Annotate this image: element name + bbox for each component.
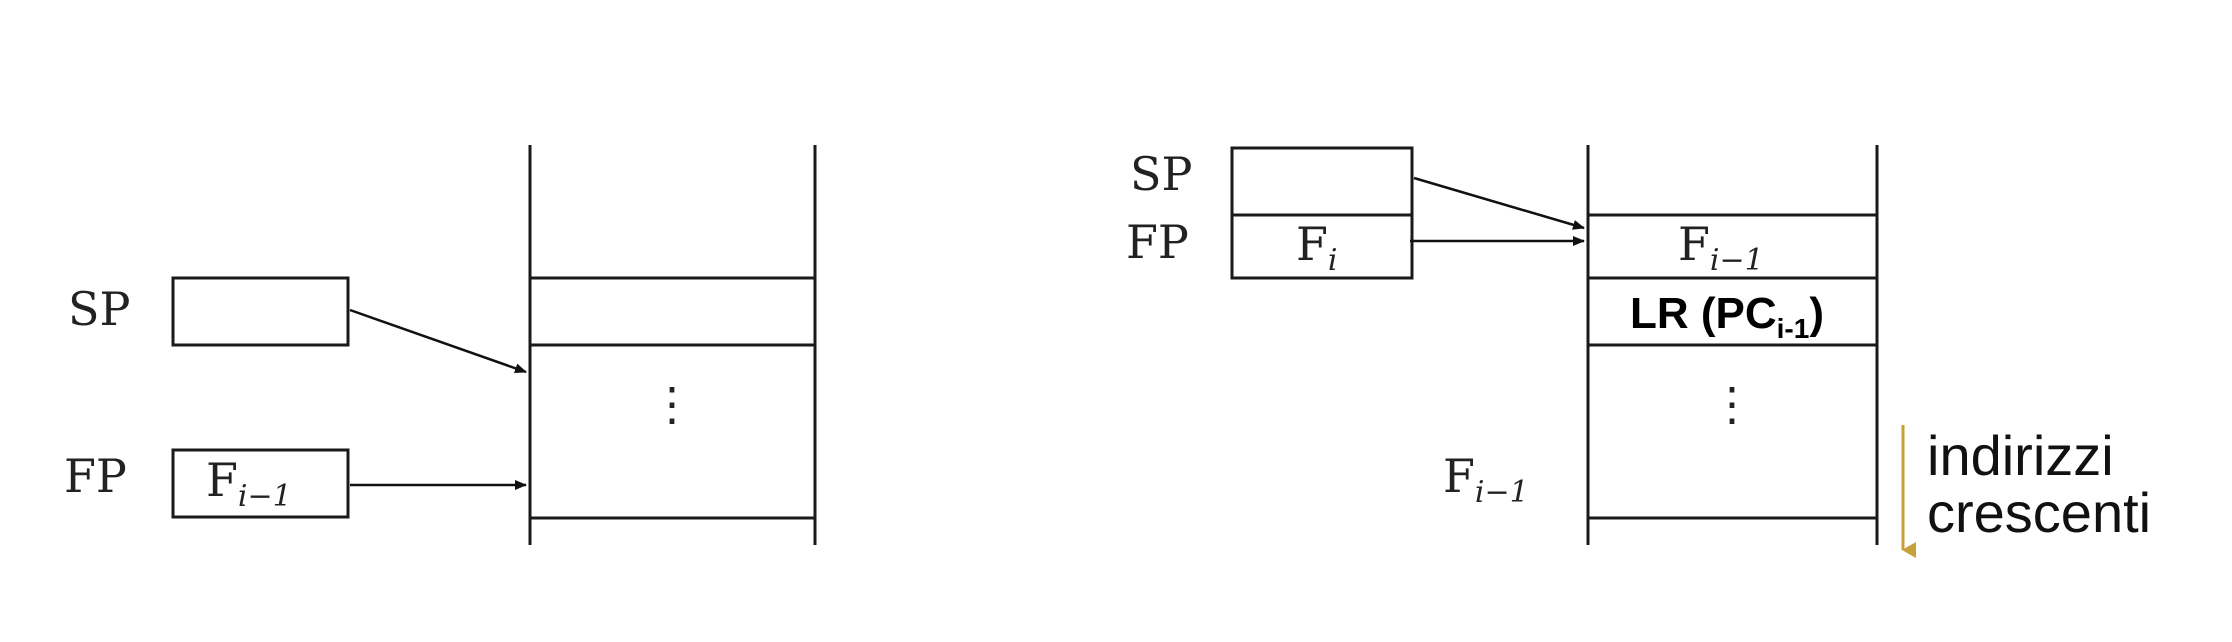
right-diagram: Fi−1 LR (PCi-1) ⋮ Fi−1 SP FP Fi indirizz…: [1126, 145, 2151, 558]
left-fp-register-value: Fi−1: [206, 453, 292, 514]
right-fp-register-value: Fi: [1296, 217, 1338, 278]
left-sp-pointer-arrow: [349, 308, 527, 374]
left-sp-register-box: [171, 276, 350, 347]
right-sp-pointer-arrow: [1413, 176, 1585, 230]
left-stack-ellipsis: ⋮: [649, 377, 695, 431]
right-frame-label: Fi−1: [1443, 449, 1529, 510]
right-stack-ellipsis: ⋮: [1709, 377, 1755, 431]
left-sp-label: SP: [68, 282, 130, 336]
direction-note-line-1: indirizzi: [1927, 424, 2114, 487]
right-stack-lr-value: LR (PCi-1): [1630, 289, 1824, 344]
right-fp-label: FP: [1126, 215, 1189, 269]
right-stack-top-value: Fi−1: [1678, 217, 1764, 278]
right-sp-register-box: [1230, 146, 1414, 217]
left-diagram: ⋮ SP FP Fi−1: [64, 145, 817, 545]
direction-note-line-2: crescenti: [1927, 481, 2151, 544]
right-fp-register-box: [1230, 213, 1414, 280]
left-fp-register-box: [171, 448, 350, 519]
right-sp-label: SP: [1130, 147, 1192, 201]
left-fp-label: FP: [64, 449, 127, 503]
